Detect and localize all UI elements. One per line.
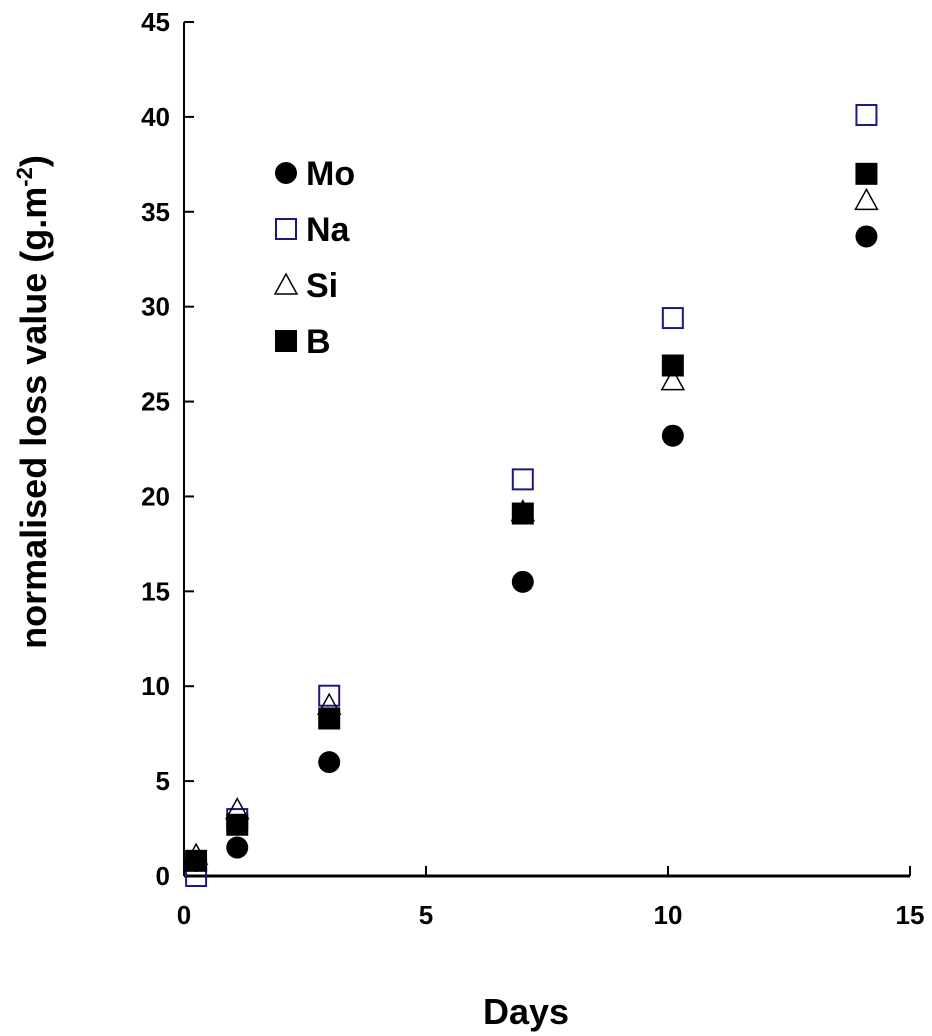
legend-label-b: B	[306, 323, 331, 361]
legend: Mo Na Si B	[273, 155, 355, 361]
legend-marker-mo	[275, 162, 297, 184]
x-tick-label: 0	[177, 900, 191, 930]
series-si	[183, 187, 879, 865]
axes	[183, 22, 910, 878]
y-tick-label: 10	[141, 671, 170, 701]
data-point-b	[511, 502, 534, 525]
data-point-na	[511, 468, 534, 491]
y-tick-label: 20	[141, 481, 170, 511]
y-tick-label: 45	[141, 7, 170, 37]
y-tick-label: 0	[156, 861, 170, 891]
y-axis-title-close: )	[13, 155, 54, 167]
ticks: 0 5 10 15 20 25 30 35 40 45 0 5 10 15	[141, 7, 924, 930]
data-point-si	[660, 368, 686, 391]
y-tick-label: 40	[141, 102, 170, 132]
x-axis-title: Days	[483, 991, 569, 1032]
legend-marker-b	[275, 330, 297, 352]
x-tick-label: 15	[896, 900, 925, 930]
x-tick-label: 5	[419, 900, 433, 930]
data-point-na	[855, 103, 878, 126]
data-point-mo	[855, 225, 878, 248]
series-b	[185, 162, 878, 872]
y-tick-label: 5	[156, 766, 170, 796]
data-point-mo	[511, 570, 534, 593]
series-na	[185, 103, 878, 887]
data-point-na	[661, 307, 684, 330]
data-point-b	[226, 813, 249, 836]
data-point-si	[854, 187, 879, 211]
legend-label-na: Na	[306, 211, 351, 249]
legend-marker-si	[273, 272, 299, 295]
data-point-mo	[226, 836, 249, 859]
y-axis-title-superscript: -2	[12, 167, 37, 187]
data-point-b	[318, 707, 341, 730]
legend-marker-na	[275, 218, 297, 240]
y-tick-label: 15	[141, 576, 170, 606]
data-point-b	[855, 162, 878, 185]
data-point-mo	[661, 424, 684, 447]
legend-label-mo: Mo	[306, 155, 355, 193]
data-point-b	[185, 849, 208, 872]
legend-label-si: Si	[306, 267, 338, 305]
y-tick-label: 30	[141, 292, 170, 322]
data-point-mo	[318, 751, 341, 774]
data-point-na	[318, 684, 341, 707]
x-tick-label: 10	[654, 900, 683, 930]
y-tick-label: 25	[141, 387, 170, 417]
y-tick-label: 35	[141, 197, 170, 227]
series-mo	[185, 225, 878, 872]
y-axis-title: normalised loss value (g.m-2)	[12, 155, 54, 649]
data-point-b	[661, 354, 684, 377]
data-points	[183, 103, 879, 887]
y-axis-title-text: normalised loss value (g.m	[13, 187, 54, 649]
